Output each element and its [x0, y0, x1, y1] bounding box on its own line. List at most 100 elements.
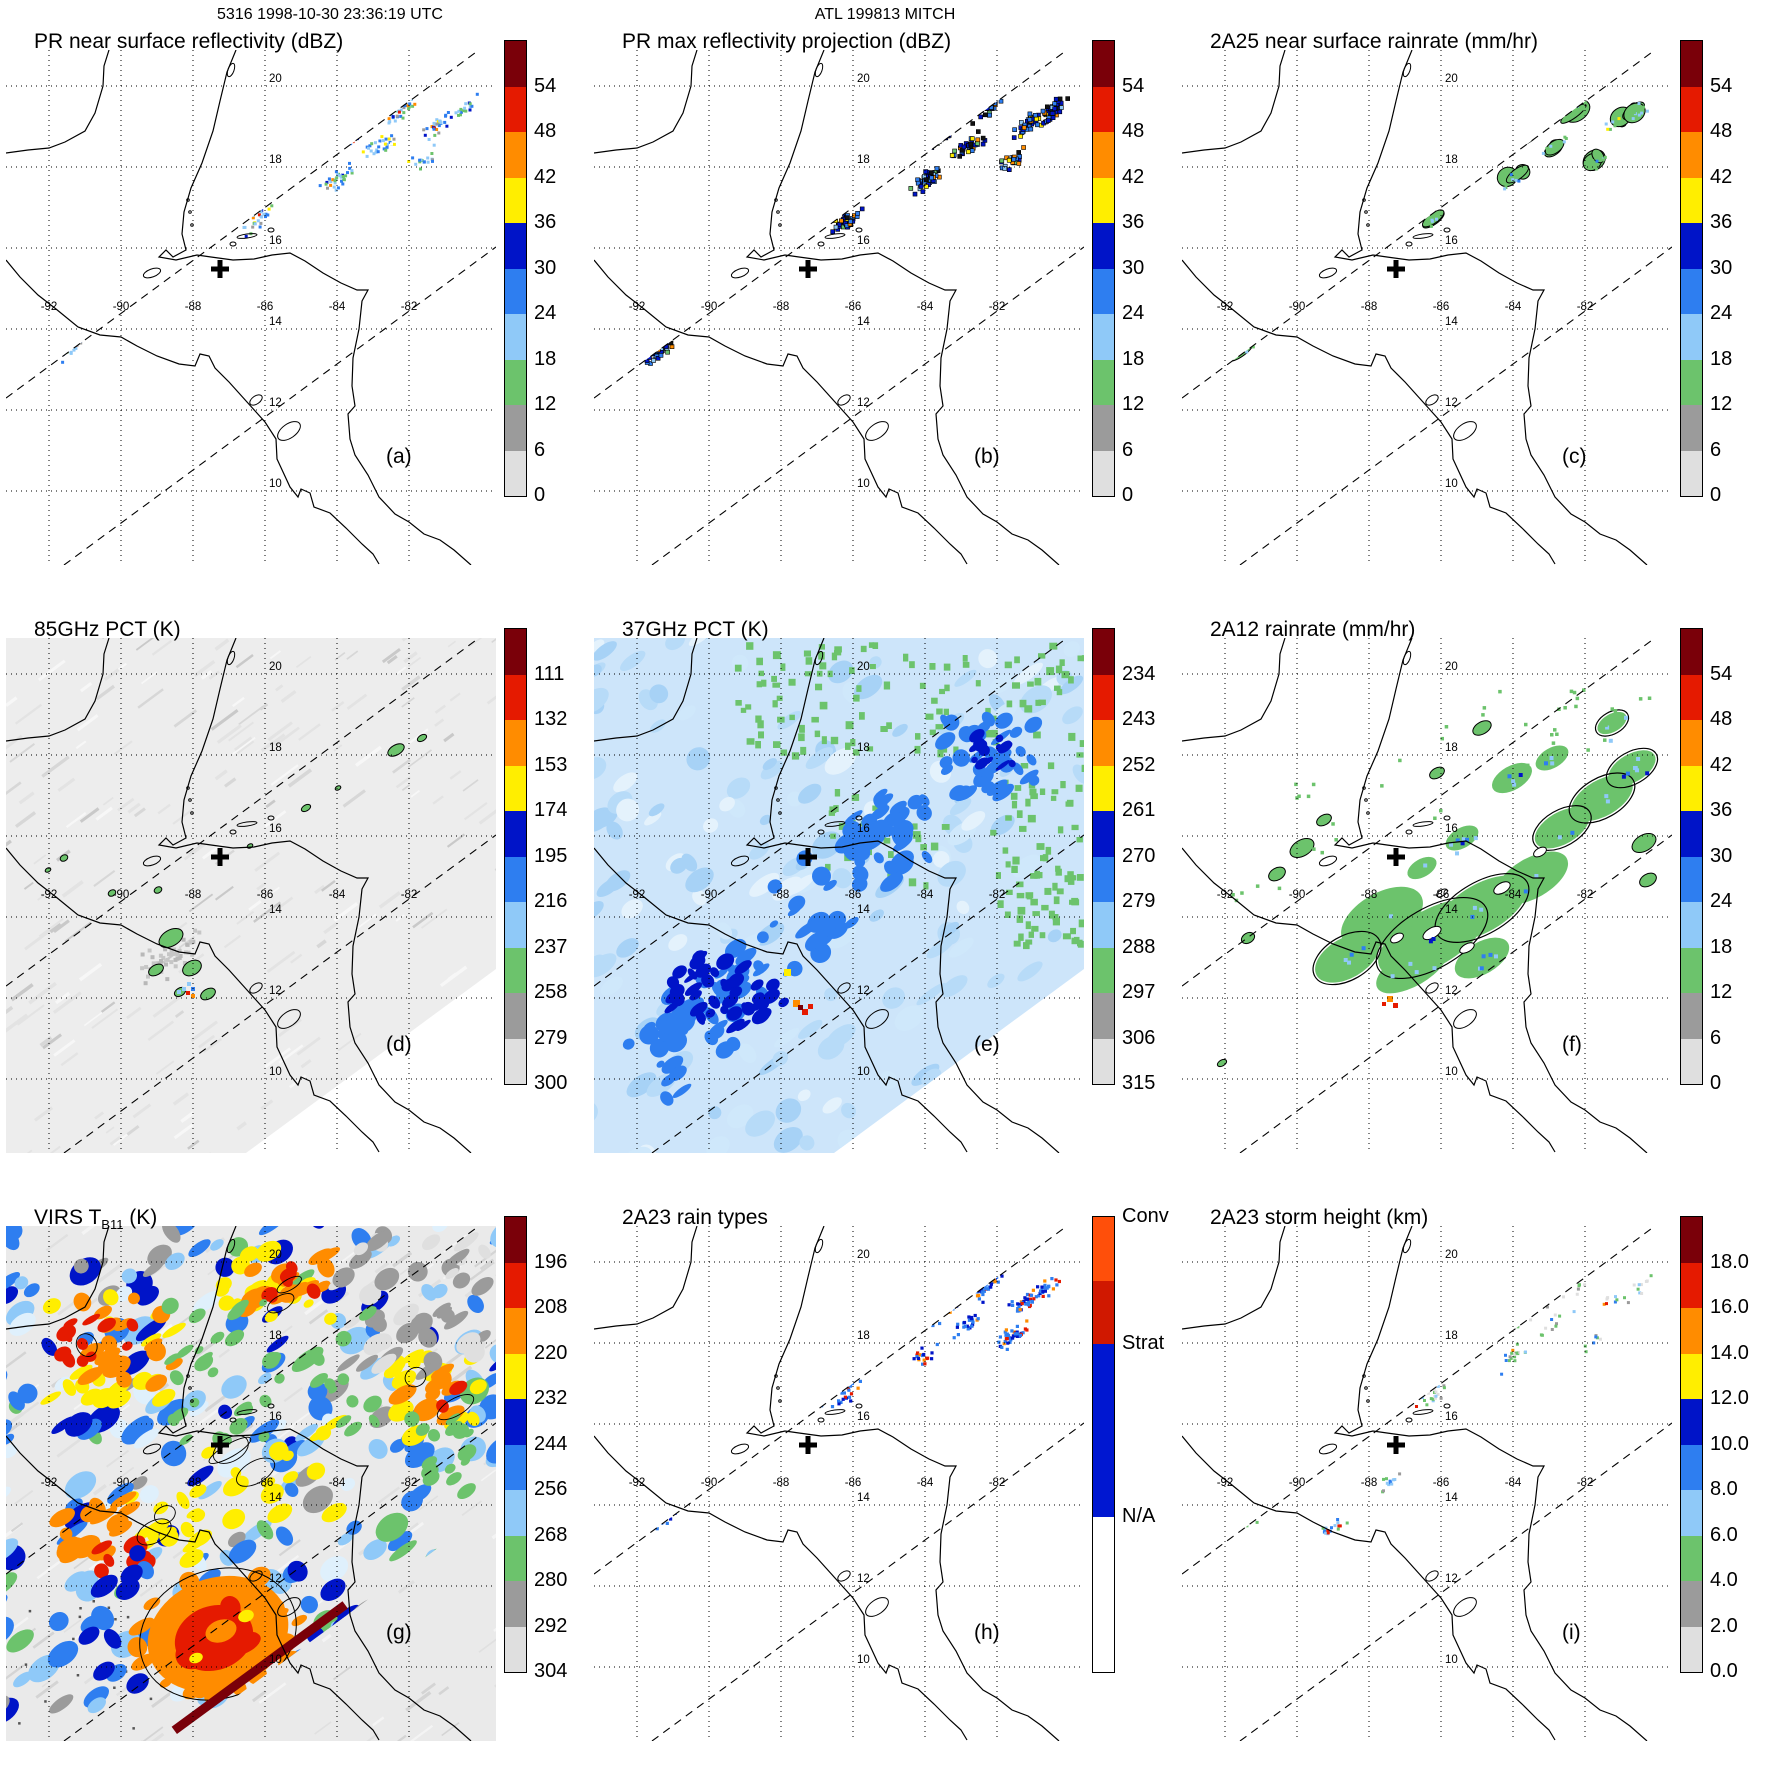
- island-or-lake-outline: [1450, 1006, 1479, 1032]
- colorbar-tick-label: 306: [1122, 1028, 1155, 1048]
- island-or-lake-outline: [142, 266, 162, 280]
- panel-letter: (f): [1562, 1033, 1582, 1056]
- lon-tick-label: -82: [1577, 301, 1594, 313]
- lon-tick-label: -90: [113, 1477, 130, 1489]
- lon-tick-label: -84: [917, 889, 934, 901]
- colorbar-tick-label: 18: [1710, 349, 1732, 369]
- lat-tick-label: 16: [1445, 823, 1458, 835]
- island-or-lake-outline: [730, 266, 750, 280]
- colorbar-tick-label: 36: [1710, 212, 1732, 232]
- lon-tick-label: -90: [701, 301, 718, 313]
- colorbar-segment: [1681, 675, 1702, 721]
- colorbar-tick-label: 6: [1710, 440, 1721, 460]
- island-or-lake-outline: [1318, 854, 1338, 868]
- panel-letter: (b): [974, 445, 1000, 468]
- colorbar-segment: [1093, 87, 1114, 133]
- colorbar-tick-label: 279: [534, 1028, 567, 1048]
- colorbar-segment: [505, 948, 526, 994]
- lon-tick-label: -82: [401, 301, 418, 313]
- colorbar-segment: [1681, 178, 1702, 224]
- lat-tick-label: 16: [269, 1411, 282, 1423]
- island-or-lake-outline: [1444, 816, 1450, 820]
- colorbar-tick-label: 6: [1122, 440, 1133, 460]
- colorbar-tick-label: 54: [1710, 76, 1732, 96]
- lon-tick-label: -86: [1433, 1477, 1450, 1489]
- panel-title-i: 2A23 storm height (km): [1210, 1206, 1428, 1230]
- island-or-lake-outline: [818, 1418, 824, 1422]
- colorbar-tick-label: 48: [534, 121, 556, 141]
- lat-tick-label: 14: [269, 904, 282, 916]
- panel-grid: PR near surface reflectivity (dBZ)-92-90…: [4, 28, 1768, 1792]
- colorbar-tick-label: 111: [534, 664, 564, 684]
- colorbar-segment: [505, 1039, 526, 1085]
- colorbar-segment: [505, 223, 526, 269]
- colorbar-tick-label: 8.0: [1710, 1479, 1738, 1499]
- storm-center-cross: [799, 1436, 817, 1454]
- lon-tick-label: -88: [773, 889, 790, 901]
- lat-tick-label: 12: [857, 397, 870, 409]
- island-or-lake-outline: [1450, 418, 1479, 444]
- colorbar-segment: [1093, 451, 1114, 497]
- colorbar-tick-label: 36: [1122, 212, 1144, 232]
- lon-tick-label: -84: [1505, 889, 1522, 901]
- lat-tick-label: 20: [1445, 73, 1458, 85]
- map-overlay: [6, 50, 496, 565]
- swath-edge-lines: [1182, 638, 1672, 1153]
- colorbar-tick-label: Conv: [1122, 1206, 1169, 1226]
- colorbar-segment: [505, 1217, 526, 1263]
- lat-tick-label: 20: [857, 661, 870, 673]
- colorbar-segment: [1093, 857, 1114, 903]
- colorbar-segment: [1681, 314, 1702, 360]
- colorbar-segment: [1681, 451, 1702, 497]
- colorbar-tick-label: 304: [534, 1661, 567, 1681]
- colorbar-tick-label: 220: [534, 1343, 567, 1363]
- colorbar-tick-label: 16.0: [1710, 1297, 1749, 1317]
- lat-tick-label: 18: [857, 1330, 870, 1342]
- colorbar-segment: [505, 1627, 526, 1673]
- lat-tick-label: 18: [269, 154, 282, 166]
- graticule: [6, 50, 496, 565]
- panel-title-h: 2A23 rain types: [622, 1206, 768, 1230]
- lat-tick-label: 10: [269, 1066, 282, 1078]
- colorbar-tick-label: 174: [534, 800, 567, 820]
- lat-tick-label: 10: [1445, 1654, 1458, 1666]
- lon-tick-label: -86: [845, 301, 862, 313]
- lat-tick-label: 14: [1445, 316, 1458, 328]
- colorbar-d: [504, 628, 527, 1085]
- colorbar-segment: [1681, 1445, 1702, 1491]
- colorbar-segment: [1093, 405, 1114, 451]
- colorbar-segment: [1093, 314, 1114, 360]
- island-or-lake-outline: [230, 242, 236, 246]
- colorbar-segment: [505, 1536, 526, 1582]
- panel-c: 2A25 near surface rainrate (mm/hr)-92-90…: [1180, 28, 1768, 616]
- lat-tick-label: 18: [1445, 154, 1458, 166]
- island-or-lake-outline: [1413, 821, 1433, 828]
- island-or-lake-outline: [1406, 242, 1412, 246]
- lat-tick-label: 12: [1445, 1573, 1458, 1585]
- colorbar-segment: [505, 629, 526, 675]
- colorbar-tick-label: 54: [534, 76, 556, 96]
- graticule: [594, 50, 1084, 565]
- panel-i: 2A23 storm height (km)-92-90-88-86-84-82…: [1180, 1204, 1768, 1792]
- lon-tick-label: -82: [401, 889, 418, 901]
- lat-tick-label: 20: [1445, 1249, 1458, 1261]
- colorbar-tick-label: 42: [1710, 755, 1732, 775]
- panel-letter: (e): [974, 1033, 1000, 1056]
- swath-edge-lines: [6, 50, 496, 565]
- colorbar-f: [1680, 628, 1703, 1085]
- colorbar-g: [504, 1216, 527, 1673]
- colorbar-segment: [1681, 993, 1702, 1039]
- colorbar-segment: [1681, 1263, 1702, 1309]
- colorbar-segment: [505, 1445, 526, 1491]
- lat-tick-label: 14: [269, 1492, 282, 1504]
- island-or-lake-outline: [1444, 228, 1450, 232]
- lat-tick-label: 12: [1445, 397, 1458, 409]
- colorbar-e: [1092, 628, 1115, 1085]
